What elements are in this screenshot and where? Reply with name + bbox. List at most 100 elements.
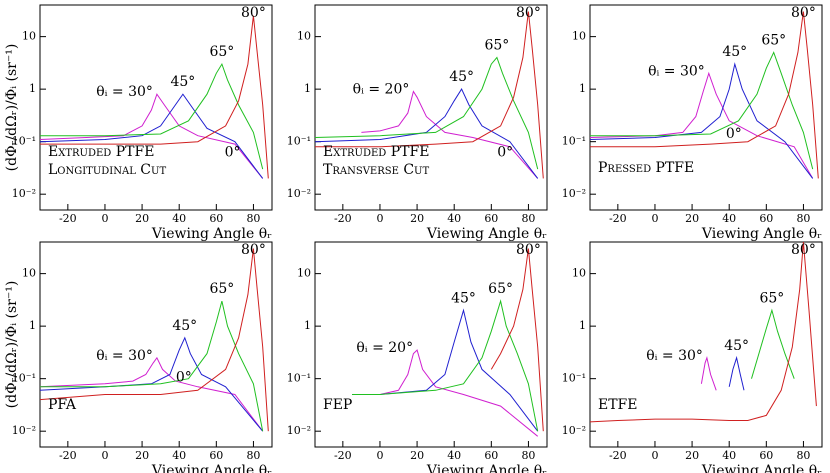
x-tick-label: 80	[521, 212, 535, 225]
series-line	[700, 355, 717, 391]
series-label: θᵢ = 30°	[646, 348, 703, 364]
x-tick-label: 40	[722, 449, 736, 462]
series-label: 45°	[451, 290, 476, 306]
series-label: 65°	[761, 32, 786, 48]
panel-label: PFA	[48, 397, 77, 413]
y-tick-label: 10⁻²	[562, 187, 586, 200]
x-tick-label: 20	[685, 212, 699, 225]
y-tick-label: 10⁻²	[287, 424, 311, 437]
plot-frame	[39, 241, 273, 448]
plot-frame	[39, 4, 273, 211]
y-tick-label: 1	[579, 319, 586, 332]
y-tick-label: 10⁻¹	[12, 372, 36, 385]
series-label: 45°	[449, 69, 474, 85]
x-tick-label: 60	[484, 449, 498, 462]
series-line	[589, 241, 817, 423]
series-label: 45°	[170, 74, 195, 90]
series-line	[315, 11, 544, 179]
x-tick-label: 40	[447, 212, 461, 225]
x-tick-label: 20	[135, 449, 149, 462]
plot-frame	[314, 241, 548, 448]
x-axis-label: Viewing Angle θᵣ	[701, 226, 822, 242]
x-tick-label: 60	[484, 212, 498, 225]
series-label: 65°	[759, 290, 784, 306]
y-tick-label: 10	[297, 30, 311, 43]
series-line	[39, 248, 269, 432]
series-label: 65°	[209, 281, 234, 297]
x-tick-label: 60	[759, 212, 773, 225]
plot-frame	[589, 241, 823, 448]
x-tick-label: 0	[651, 449, 658, 462]
series-label: θᵢ = 30°	[648, 63, 705, 79]
panel-label: ETFE	[598, 397, 638, 413]
series-line	[590, 51, 814, 170]
x-tick-label: -20	[334, 212, 352, 225]
panel-label: Longitudinal Cut	[48, 162, 166, 178]
x-axis-label: Viewing Angle θᵣ	[426, 463, 547, 473]
series-line	[490, 248, 544, 432]
x-tick-label: 60	[209, 449, 223, 462]
series-label: 80°	[516, 242, 541, 258]
y-tick-label: 1	[304, 82, 311, 95]
series-label: 80°	[241, 242, 266, 258]
x-tick-label: 0	[376, 449, 383, 462]
y-tick-label: 1	[29, 319, 36, 332]
panel-label: Extruded PTFE	[323, 144, 429, 160]
series-line	[590, 11, 819, 179]
plot-frame	[314, 4, 548, 211]
x-axis-label: Viewing Angle θᵣ	[701, 463, 822, 473]
panel-label: FEP	[323, 397, 352, 413]
series-line	[39, 356, 264, 432]
x-tick-label: 40	[447, 449, 461, 462]
x-axis-label: Viewing Angle θᵣ	[151, 226, 272, 242]
zero-label: 0°	[225, 145, 241, 161]
zero-label: 0°	[726, 126, 742, 142]
x-tick-label: 40	[722, 212, 736, 225]
x-axis-label: Viewing Angle θᵣ	[426, 226, 547, 242]
x-tick-label: 20	[410, 212, 424, 225]
zero-label: 0°	[176, 369, 192, 385]
x-tick-label: 40	[172, 212, 186, 225]
x-tick-label: 80	[246, 212, 260, 225]
y-tick-label: 10⁻¹	[562, 372, 586, 385]
y-tick-label: 10⁻¹	[287, 135, 311, 148]
x-tick-label: 60	[209, 212, 223, 225]
y-tick-label: 10⁻²	[12, 424, 36, 437]
x-tick-label: 40	[172, 449, 186, 462]
y-axis-label: (dΦᵣ/dΩᵣ)/Φᵢ (sr⁻¹)	[4, 281, 20, 409]
y-tick-label: 10	[572, 30, 586, 43]
series-line	[40, 300, 264, 432]
x-tick-label: 20	[685, 449, 699, 462]
y-tick-label: 10	[22, 30, 36, 43]
y-tick-label: 10	[22, 267, 36, 280]
x-tick-label: 80	[246, 449, 260, 462]
series-label: θᵢ = 20°	[356, 340, 413, 356]
series-label: 80°	[516, 5, 541, 21]
x-tick-label: 0	[101, 212, 108, 225]
x-tick-label: -20	[59, 212, 77, 225]
x-tick-label: 20	[135, 212, 149, 225]
y-tick-label: 10⁻²	[562, 424, 586, 437]
series-label: 45°	[722, 44, 747, 60]
y-tick-label: 10⁻¹	[12, 135, 36, 148]
y-tick-label: 10	[572, 267, 586, 280]
series-label: 80°	[241, 5, 266, 21]
series-line	[352, 299, 539, 432]
panel-label: Extruded PTFE	[48, 144, 154, 160]
series-label: 65°	[484, 38, 509, 54]
series-line	[39, 93, 264, 179]
y-tick-label: 10⁻²	[12, 187, 36, 200]
series-label: θᵢ = 30°	[96, 84, 153, 100]
y-tick-label: 10⁻¹	[287, 372, 311, 385]
y-axis-label: (dΦᵣ/dΩᵣ)/Φᵢ (sr⁻¹)	[4, 44, 20, 172]
series-label: 45°	[172, 318, 197, 334]
series-label: θᵢ = 20°	[353, 82, 410, 98]
y-tick-label: 1	[29, 82, 36, 95]
series-label: 45°	[724, 338, 749, 354]
x-tick-label: 0	[651, 212, 658, 225]
panel-label: Pressed PTFE	[598, 160, 694, 176]
y-tick-label: 10⁻²	[287, 187, 311, 200]
series-line	[314, 56, 539, 170]
zero-label: 0°	[497, 145, 513, 161]
